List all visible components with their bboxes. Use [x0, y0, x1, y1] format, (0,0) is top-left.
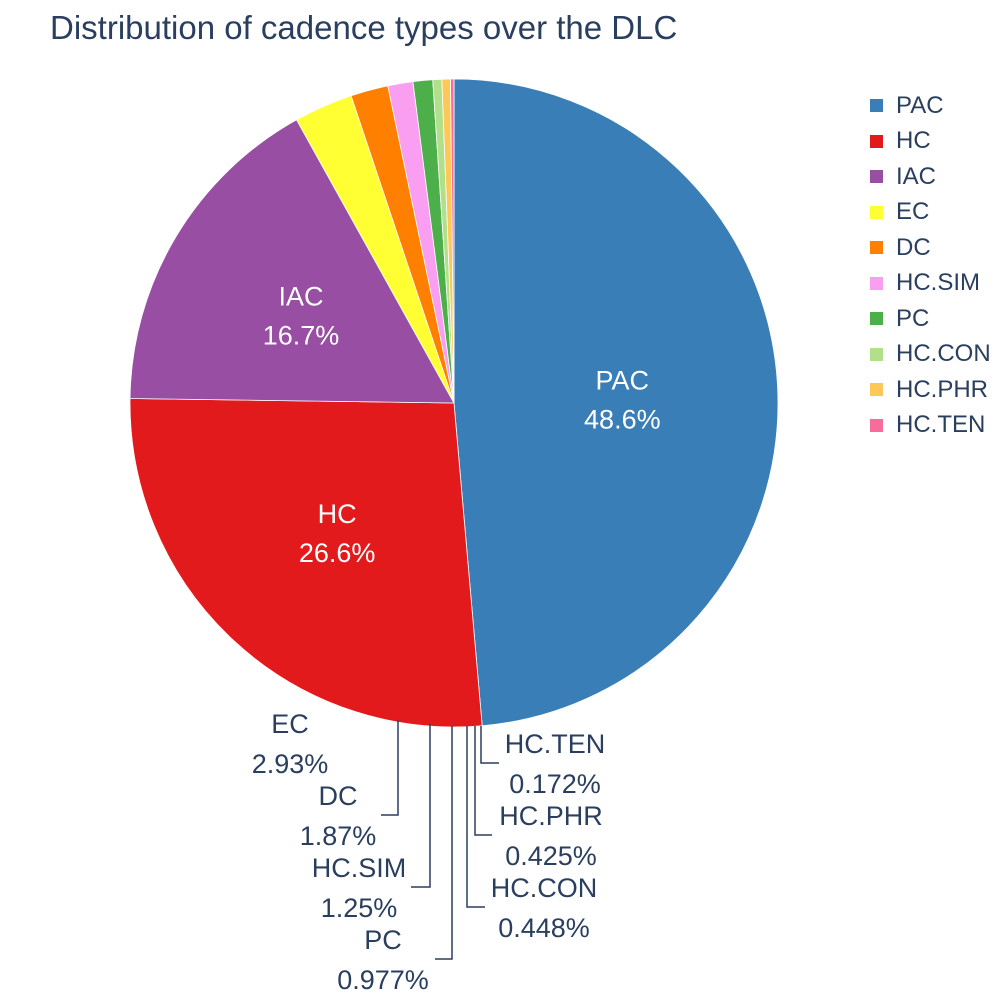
legend-swatch [870, 347, 883, 361]
legend-item-iac[interactable]: IAC [870, 159, 991, 195]
legend: PAC HC IAC EC DC HC.SIM PC HC.CON HC.PHR HC.TEN [870, 88, 991, 443]
legend-label: HC.TEN [896, 411, 986, 439]
legend-label: PC [896, 304, 930, 332]
slice-value-iac: 16.7% [263, 321, 340, 351]
legend-label: DC [896, 233, 931, 261]
slice-label-iac: IAC [279, 282, 324, 312]
slice-value-dc: 1.87% [300, 821, 377, 851]
leader-line-hc-ten [480, 726, 499, 764]
slice-value-hc: 26.6% [299, 538, 376, 568]
slice-value-hc-phr: 0.425% [505, 841, 597, 871]
leader-line-hc-sim [411, 724, 431, 888]
slice-label-hc-phr: HC.PHR [499, 801, 603, 831]
slice-label-pac: PAC [596, 366, 650, 396]
legend-swatch [870, 241, 883, 255]
slice-label-pc: PC [364, 925, 402, 955]
slice-label-hc-ten: HC.TEN [505, 729, 606, 759]
slice-value-ec: 2.93% [252, 749, 329, 779]
legend-label: HC.SIM [896, 269, 980, 297]
pie-slice-pac[interactable] [453, 78, 779, 727]
legend-swatch [870, 170, 883, 184]
slice-label-ec: EC [271, 709, 309, 739]
slice-value-hc-ten: 0.172% [509, 769, 601, 799]
legend-swatch [870, 205, 883, 219]
legend-label: HC [896, 127, 931, 155]
legend-label: HC.CON [896, 340, 991, 368]
legend-item-pc[interactable]: PC [870, 301, 991, 337]
legend-item-dc[interactable]: DC [870, 230, 991, 266]
slice-label-hc-con: HC.CON [491, 873, 598, 903]
legend-label: IAC [896, 162, 937, 190]
slice-value-hc-con: 0.448% [498, 913, 590, 943]
legend-item-hc-phr[interactable]: HC.PHR [870, 372, 991, 408]
pie-slice-hc-ten[interactable] [450, 78, 455, 404]
legend-item-hc-ten[interactable]: HC.TEN [870, 408, 991, 444]
slice-label-dc: DC [319, 781, 358, 811]
legend-swatch [870, 134, 883, 148]
leader-line-pc [435, 726, 453, 960]
slice-value-pc: 0.977% [337, 965, 429, 995]
legend-item-hc-sim[interactable]: HC.SIM [870, 266, 991, 302]
legend-swatch [870, 383, 883, 397]
pie-slice-iac[interactable] [129, 119, 455, 404]
legend-item-hc-con[interactable]: HC.CON [870, 337, 991, 373]
legend-swatch [870, 99, 883, 113]
leader-line-hc-con [466, 726, 485, 908]
leader-line-dc [381, 720, 399, 816]
legend-label: EC [896, 198, 930, 226]
legend-swatch [870, 276, 883, 290]
slice-value-hc-sim: 1.25% [321, 893, 398, 923]
legend-swatch [870, 312, 883, 326]
slice-value-pac: 48.6% [584, 405, 661, 435]
legend-item-ec[interactable]: EC [870, 195, 991, 231]
legend-label: PAC [896, 91, 944, 119]
pie-slice-hc[interactable] [129, 398, 483, 728]
legend-label: HC.PHR [896, 375, 989, 403]
legend-swatch [870, 418, 883, 432]
legend-item-pac[interactable]: PAC [870, 88, 991, 124]
slice-label-hc-sim: HC.SIM [312, 853, 407, 883]
legend-item-hc[interactable]: HC [870, 124, 991, 160]
chart-title: Distribution of cadence types over the D… [50, 9, 678, 46]
leader-line-hc-phr [474, 726, 492, 836]
slice-label-hc: HC [318, 499, 357, 529]
